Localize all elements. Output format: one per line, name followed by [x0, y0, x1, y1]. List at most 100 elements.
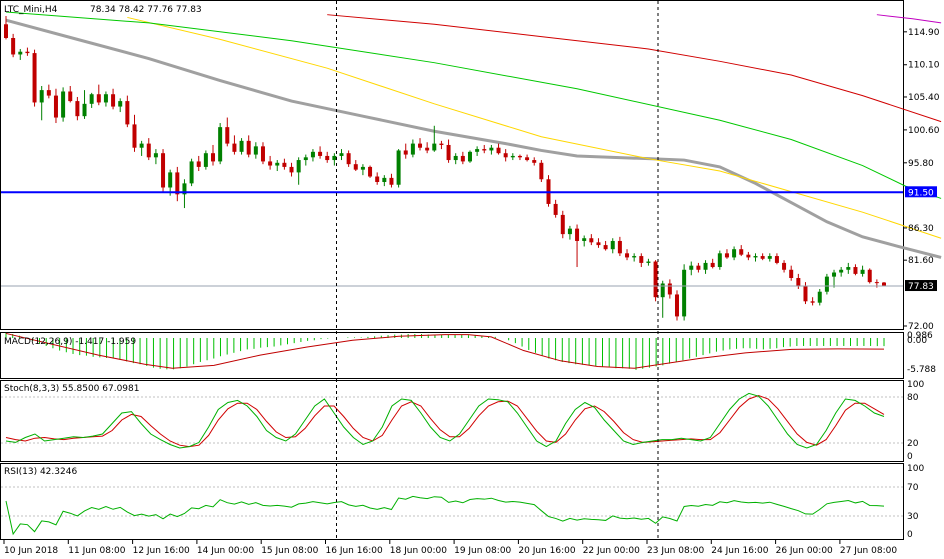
time-tick-label: 11 Jun 08:00	[68, 546, 125, 556]
candle-body	[25, 51, 30, 54]
candle-body	[724, 253, 729, 258]
time-tick-label: 22 Jun 00:00	[583, 546, 640, 556]
candle-body	[296, 160, 301, 173]
candle-body	[389, 177, 394, 185]
moving-averages	[5, 11, 942, 259]
stoch-main-line	[5, 392, 885, 449]
time-tick-label: 23 Jun 08:00	[647, 546, 704, 556]
candle-body	[496, 147, 501, 154]
candle-body	[153, 153, 158, 158]
candle-body	[61, 91, 66, 118]
last-price-tag	[905, 280, 937, 292]
macd-panel-frame	[0, 332, 904, 379]
candle-body	[432, 143, 437, 151]
ma-magenta-moving-average	[876, 14, 942, 24]
macd-panel: MACD(12,26,9) -1.417 -1.959 0.986 0.00 -…	[0, 331, 936, 379]
price-tick-label: 95.80	[908, 159, 934, 169]
candle-body	[460, 155, 465, 162]
rsi-tick-30: 30	[907, 512, 919, 522]
candle-body	[260, 146, 265, 162]
candle-body	[246, 140, 251, 155]
candle-body	[525, 157, 530, 161]
candle-body	[410, 143, 415, 155]
candle-body	[539, 162, 544, 180]
candle-body	[639, 256, 644, 263]
candle-body	[368, 166, 373, 177]
symbol-label: LTC_Mini,H4	[4, 5, 58, 15]
candle-body	[139, 143, 144, 148]
candle-body	[318, 151, 323, 156]
candle-body	[682, 269, 687, 317]
candle-body	[703, 262, 708, 270]
candles	[4, 16, 886, 321]
candle-body	[196, 161, 201, 167]
candle-body	[446, 144, 451, 161]
candle-body	[96, 94, 101, 103]
candle-body	[767, 256, 772, 259]
candle-body	[532, 160, 537, 163]
level-price-tag	[905, 186, 937, 198]
stoch-label: Stoch(8,3,3) 55.8500 67.0981	[4, 384, 139, 394]
candle-body	[360, 166, 365, 170]
candle-body	[268, 161, 273, 166]
candle-body	[867, 269, 872, 283]
candle-body	[18, 51, 23, 55]
candle-body	[332, 155, 337, 161]
candle-body	[632, 256, 637, 258]
candle-body	[225, 127, 230, 144]
candle-body	[453, 155, 458, 161]
candle-body	[860, 269, 865, 274]
rsi-label: RSI(13) 42.3246	[4, 467, 77, 477]
stoch-panel-frame	[0, 380, 904, 462]
candle-body	[403, 150, 408, 155]
candle-body	[53, 95, 58, 118]
candle-body	[39, 90, 44, 103]
candle-body	[282, 162, 287, 167]
time-tick-label: 19 Jun 08:00	[454, 546, 511, 556]
macd-tick-zero: 0.00	[907, 336, 927, 346]
candle-body	[89, 94, 94, 104]
candle-body	[817, 291, 822, 303]
candle-body	[567, 228, 572, 235]
candle-body	[467, 151, 472, 162]
macd-label: MACD(12,26,9) -1.417 -1.959	[4, 337, 136, 347]
candle-body	[303, 157, 308, 161]
ma-yellow-moving-average	[127, 16, 942, 239]
candle-body	[810, 301, 815, 303]
candle-body	[396, 150, 401, 185]
candle-body	[782, 262, 787, 270]
stoch-lines	[5, 392, 885, 449]
price-tick-label: 110.10	[908, 61, 940, 71]
candle-body	[560, 214, 565, 235]
price-tick-label: 114.90	[908, 28, 940, 38]
candle-body	[853, 267, 858, 274]
candle-body	[660, 283, 665, 298]
rsi-line	[5, 495, 885, 536]
stoch-tick-0: 0	[907, 452, 913, 462]
price-axis: 114.90 110.10 105.40 100.60 95.80 86.30 81.60 7…	[903, 28, 940, 332]
stoch-tick-20: 20	[907, 439, 919, 449]
candle-body	[596, 242, 601, 246]
candle-body	[553, 203, 558, 215]
candle-body	[489, 147, 494, 151]
candle-body	[232, 143, 237, 152]
candle-body	[517, 155, 522, 158]
candle-body	[161, 153, 166, 188]
candle-body	[503, 153, 508, 158]
candle-body	[846, 267, 851, 270]
price-tick-label: 105.40	[908, 93, 940, 103]
candle-body	[882, 282, 886, 287]
stoch-signal-line	[5, 394, 885, 448]
candle-body	[253, 146, 258, 155]
candle-body	[218, 127, 223, 162]
candle-body	[674, 294, 679, 317]
candle-body	[874, 282, 879, 284]
candle-body	[617, 240, 622, 254]
candle-body	[589, 238, 594, 243]
candle-body	[375, 176, 380, 182]
candle-body	[346, 153, 351, 165]
candle-body	[118, 101, 123, 107]
candle-body	[125, 101, 130, 125]
candle-body	[482, 149, 487, 151]
candle-body	[339, 153, 344, 156]
